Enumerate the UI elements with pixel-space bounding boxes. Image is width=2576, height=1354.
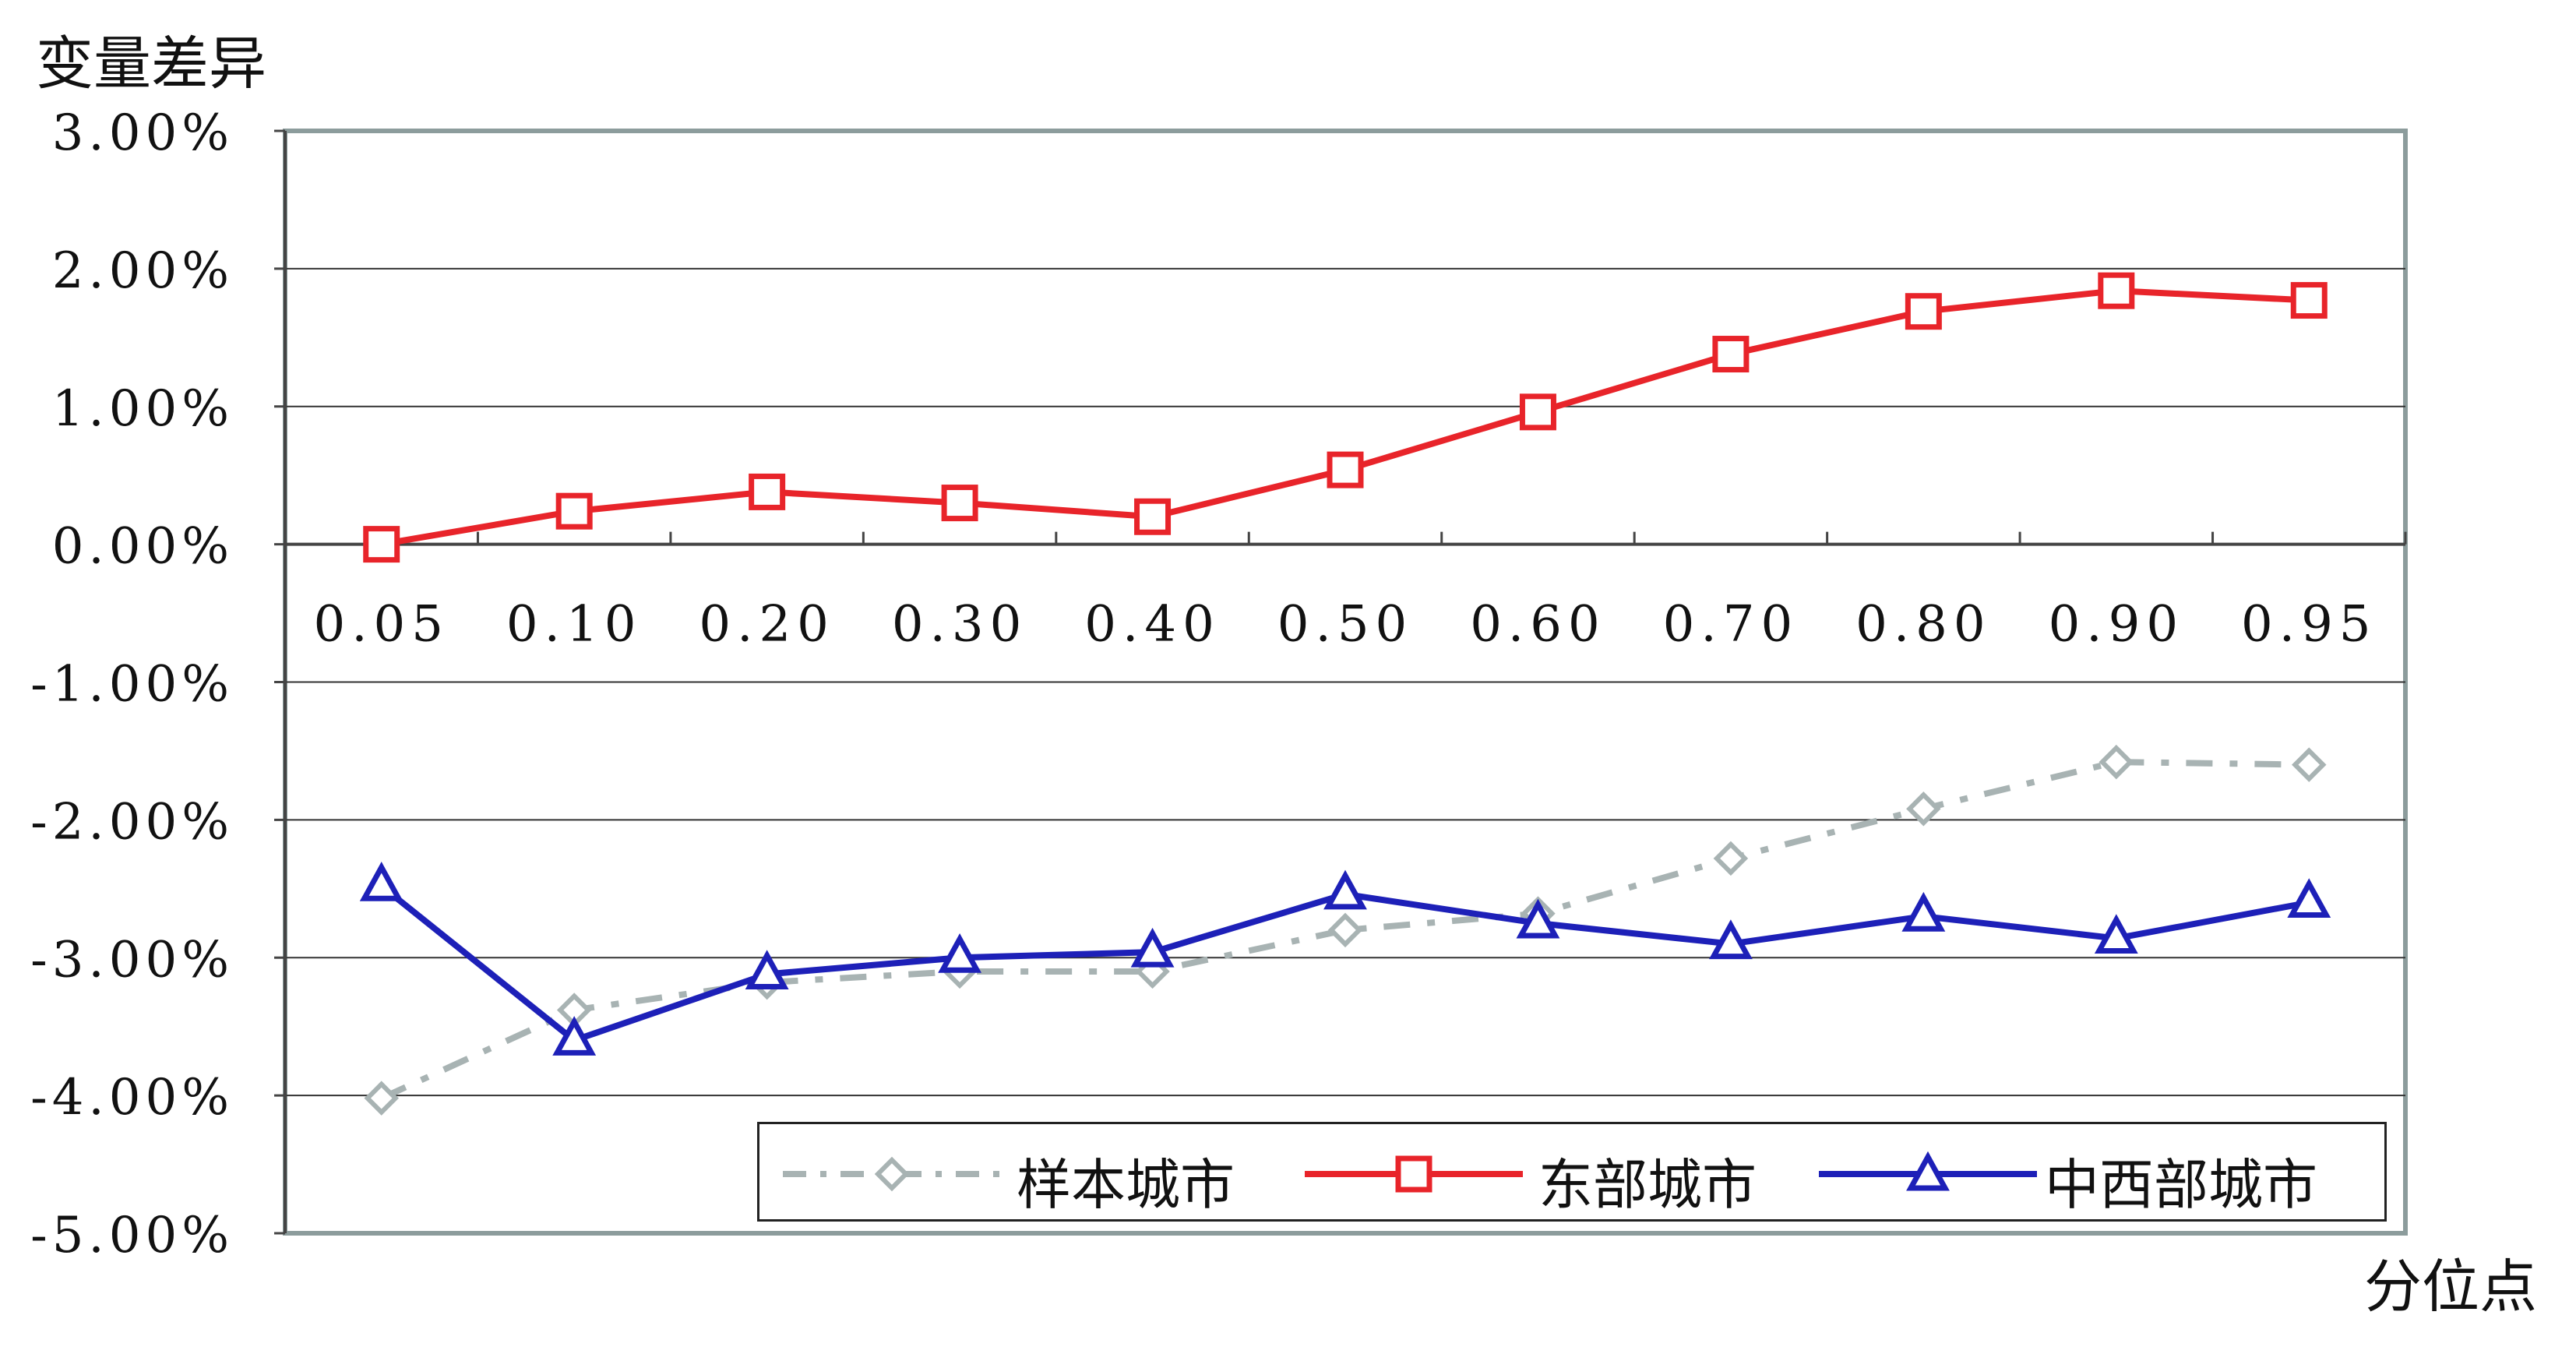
axes bbox=[274, 129, 2407, 1235]
data-point bbox=[1708, 919, 1753, 960]
data-point bbox=[1327, 451, 1364, 488]
y-tick-label: 2.00% bbox=[52, 242, 234, 300]
series-line bbox=[380, 759, 2310, 1102]
data-point bbox=[1712, 336, 1750, 373]
series-layer bbox=[359, 272, 2331, 1116]
x-tick-label: 0.30 bbox=[892, 596, 1028, 654]
x-tick-labels: 0.05 0.10 0.20 0.30 0.40 0.50 0.60 0.70 0.80 0.90… bbox=[313, 596, 2377, 654]
x-tick-label: 0.60 bbox=[1470, 596, 1606, 654]
y-tick-label: -2.00% bbox=[30, 793, 234, 851]
data-point bbox=[745, 950, 789, 989]
data-point bbox=[1134, 498, 1172, 535]
legend-swatch-east bbox=[1305, 1155, 1523, 1193]
data-point bbox=[1327, 912, 1363, 948]
data-point bbox=[941, 485, 978, 522]
x-tick-label: 0.90 bbox=[2049, 596, 2185, 654]
data-point bbox=[938, 933, 982, 973]
x-tick-label: 0.10 bbox=[506, 596, 643, 654]
legend-label-midwest: 中西部城市 bbox=[2045, 1153, 2317, 1217]
data-point bbox=[363, 526, 400, 563]
data-point bbox=[555, 492, 593, 530]
x-tick-label: 0.40 bbox=[1084, 596, 1221, 654]
data-point bbox=[2098, 272, 2135, 309]
y-tick-label: -4.00% bbox=[30, 1069, 234, 1127]
series-2 bbox=[363, 272, 2328, 563]
data-point bbox=[359, 862, 403, 901]
legend: 样本城市 东部城市 中西部城市 bbox=[757, 1122, 2387, 1222]
data-point bbox=[1323, 869, 1367, 910]
legend-swatch-midwest bbox=[1819, 1151, 2037, 1191]
series-3 bbox=[359, 862, 2331, 1056]
x-tick-label: 0.70 bbox=[1663, 596, 1799, 654]
x-tick-label: 0.80 bbox=[1855, 596, 1992, 654]
data-point bbox=[2094, 914, 2138, 954]
data-point bbox=[1713, 841, 1749, 876]
x-tick-label: 0.05 bbox=[313, 596, 449, 654]
legend-label-sample: 样本城市 bbox=[1017, 1153, 1235, 1217]
y-tick-label: 3.00% bbox=[52, 104, 234, 162]
y-tick-label: 0.00% bbox=[52, 518, 234, 576]
y-tick-label: -5.00% bbox=[30, 1207, 234, 1264]
data-point bbox=[1905, 293, 1942, 330]
y-axis-title: 变量差异 bbox=[36, 30, 266, 97]
y-tick-labels: 3.00% 2.00% 1.00% 0.00% -1.00% -2.00% -3.00% -4… bbox=[30, 104, 234, 1264]
x-tick-label: 0.50 bbox=[1277, 596, 1414, 654]
data-point bbox=[2287, 878, 2331, 918]
data-point bbox=[364, 1081, 399, 1116]
y-tick-label: -1.00% bbox=[30, 656, 234, 714]
legend-swatch-sample bbox=[783, 1156, 1001, 1192]
x-axis-title: 分位点 bbox=[2364, 1254, 2537, 1321]
data-point bbox=[1519, 393, 1556, 431]
y-tick-label: 1.00% bbox=[52, 380, 234, 438]
data-point bbox=[552, 1016, 597, 1056]
y-tick-label: -3.00% bbox=[30, 931, 234, 989]
data-point bbox=[2292, 747, 2327, 782]
data-point bbox=[1906, 791, 1941, 827]
x-tick-label: 0.95 bbox=[2241, 596, 2377, 654]
data-point bbox=[2099, 744, 2134, 780]
data-point bbox=[1516, 898, 1560, 939]
data-point bbox=[1130, 927, 1175, 968]
x-tick-label: 0.20 bbox=[699, 596, 835, 654]
data-point bbox=[749, 473, 786, 510]
data-point bbox=[1901, 891, 1946, 932]
data-point bbox=[2290, 282, 2328, 319]
legend-label-east: 东部城市 bbox=[1538, 1153, 1757, 1217]
